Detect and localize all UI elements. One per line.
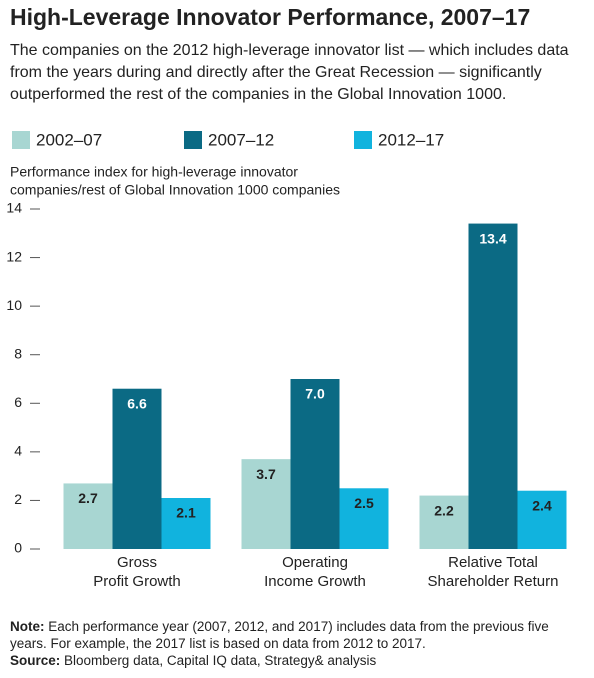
bar — [290, 379, 340, 549]
legend-label: 2002–07 — [36, 130, 102, 149]
y-axis-label: Performance index for high-leverage inno… — [10, 164, 298, 180]
value-label: 6.6 — [127, 395, 147, 411]
x-tick-label: Gross — [117, 554, 157, 571]
value-label: 2.2 — [434, 502, 454, 518]
source: Source: Bloomberg data, Capital IQ data,… — [10, 652, 588, 669]
x-tick-label: Relative Total — [448, 554, 538, 571]
note: Note: Each performance year (2007, 2012,… — [10, 618, 588, 652]
notes: Note: Each performance year (2007, 2012,… — [10, 618, 588, 669]
legend-swatch — [184, 131, 202, 149]
source-text: Bloomberg data, Capital IQ data, Strateg… — [64, 653, 377, 668]
y-tick-label: 14 — [6, 200, 22, 216]
x-tick-label: Operating — [282, 554, 348, 571]
value-label: 2.5 — [354, 495, 374, 511]
value-label: 3.7 — [256, 466, 276, 482]
bar — [63, 483, 113, 549]
bar — [241, 459, 291, 549]
x-tick-label: Profit Growth — [93, 573, 181, 590]
bar — [517, 490, 567, 549]
legend-label: 2012–17 — [378, 130, 444, 149]
y-axis-label: companies/rest of Global Innovation 1000… — [10, 182, 340, 198]
value-label: 2.4 — [532, 497, 552, 513]
value-label: 2.7 — [78, 490, 98, 506]
bar — [339, 488, 389, 549]
y-tick-label: 10 — [6, 297, 22, 313]
x-tick-label: Income Growth — [264, 573, 366, 590]
legend-swatch — [12, 131, 30, 149]
y-tick-label: 8 — [14, 345, 22, 361]
y-tick-label: 4 — [14, 443, 22, 459]
y-tick-label: 12 — [6, 248, 22, 264]
bar — [419, 495, 469, 549]
legend-swatch — [354, 131, 372, 149]
legend-label: 2007–12 — [208, 130, 274, 149]
chart-subtitle: The companies on the 2012 high-leverage … — [10, 42, 569, 103]
bar — [112, 388, 162, 549]
y-tick-label: 0 — [14, 540, 22, 556]
note-label: Note: — [10, 619, 45, 634]
value-label: 2.1 — [176, 505, 196, 521]
value-label: 7.0 — [305, 386, 325, 402]
note-text: Each performance year (2007, 2012, and 2… — [10, 619, 549, 651]
y-tick-label: 6 — [14, 394, 22, 410]
value-label: 13.4 — [479, 230, 506, 246]
chart-title: High-Leverage Innovator Performance, 200… — [10, 4, 531, 30]
y-tick-label: 2 — [14, 491, 22, 507]
bar — [161, 498, 211, 549]
source-label: Source: — [10, 653, 61, 668]
bar — [468, 223, 518, 550]
x-tick-label: Shareholder Return — [428, 573, 559, 590]
